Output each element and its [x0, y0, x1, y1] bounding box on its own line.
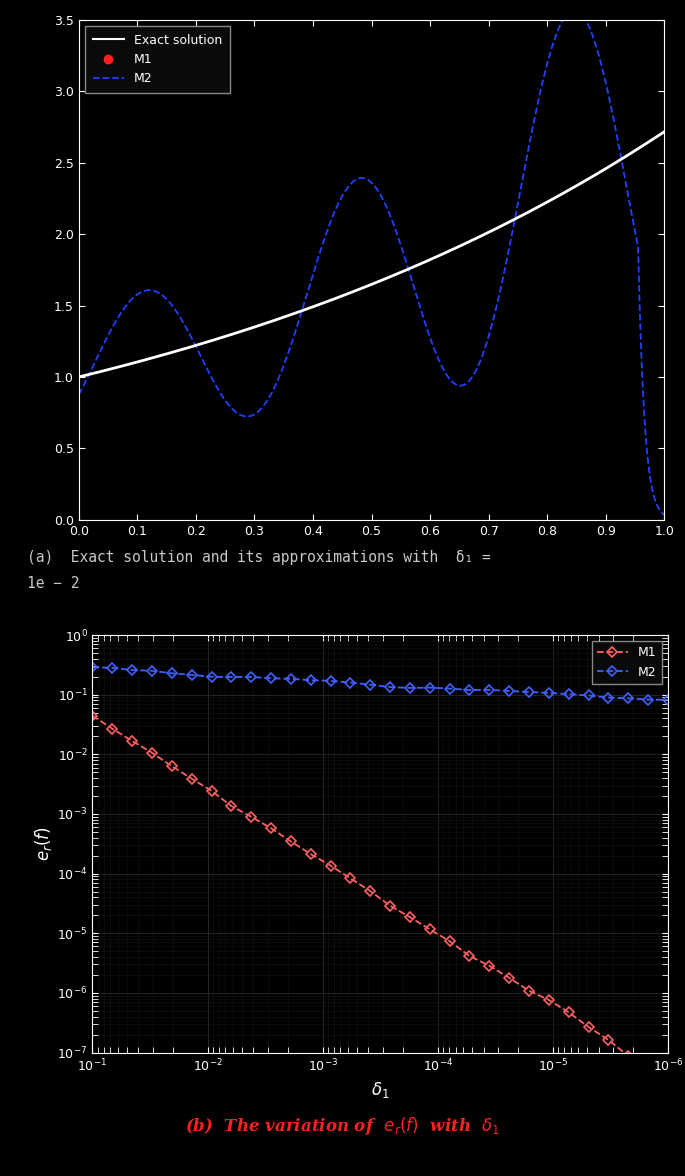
M1 [485, 958, 493, 973]
M1 [564, 1005, 573, 1020]
M2 [208, 669, 216, 683]
M2 [545, 686, 553, 700]
M2 [465, 683, 473, 697]
M2 [664, 693, 672, 707]
Legend: M1, M2: M1, M2 [592, 641, 662, 683]
M2 [108, 661, 116, 675]
Text: 1e − 2: 1e − 2 [27, 576, 80, 592]
M2 [425, 681, 434, 695]
Text: (b)  The variation of  $e_r(f)$  with  $\delta_1$: (b) The variation of $e_r(f)$ with $\del… [185, 1115, 500, 1137]
M2 [505, 684, 513, 699]
M2 [128, 663, 136, 677]
M1 [247, 810, 256, 824]
M2 [564, 687, 573, 701]
M2 [287, 671, 295, 686]
M1 [664, 1073, 672, 1087]
M1 [604, 1033, 612, 1047]
M1 [88, 709, 97, 723]
X-axis label: $\delta_1$: $\delta_1$ [371, 1080, 390, 1100]
Legend: Exact solution, M1, M2: Exact solution, M1, M2 [85, 26, 229, 93]
M1 [148, 746, 156, 760]
M2 [485, 683, 493, 697]
M1 [208, 784, 216, 799]
M1 [128, 734, 136, 748]
M1 [227, 799, 236, 813]
M1 [168, 760, 176, 774]
M2 [366, 677, 375, 691]
M2 [525, 684, 533, 699]
M2 [227, 670, 236, 684]
M2 [347, 675, 355, 689]
M2 [88, 661, 97, 675]
Line: M1: M1 [89, 713, 671, 1083]
M1 [545, 993, 553, 1007]
M2 [267, 671, 275, 686]
M1 [425, 922, 434, 936]
M1 [505, 970, 513, 984]
M2 [307, 673, 315, 687]
M1 [327, 858, 335, 873]
Y-axis label: $e_r(f)$: $e_r(f)$ [34, 827, 55, 861]
M2 [148, 663, 156, 677]
Text: (a)  Exact solution and its approximations with  δ₁ =: (a) Exact solution and its approximation… [27, 550, 491, 566]
Line: M2: M2 [89, 664, 671, 703]
M1 [624, 1049, 632, 1063]
M2 [168, 667, 176, 681]
M1 [347, 871, 355, 886]
M1 [465, 949, 473, 963]
M1 [406, 910, 414, 924]
M1 [188, 771, 196, 786]
M2 [406, 681, 414, 695]
M1 [287, 835, 295, 849]
M1 [386, 898, 394, 913]
M1 [644, 1060, 652, 1074]
M1 [445, 934, 453, 948]
M1 [366, 884, 375, 898]
M2 [584, 688, 593, 702]
M1 [584, 1020, 593, 1034]
M1 [267, 821, 275, 835]
M2 [188, 668, 196, 682]
M2 [327, 674, 335, 688]
M1 [108, 722, 116, 736]
M2 [386, 680, 394, 694]
M2 [445, 682, 453, 696]
M1 [525, 983, 533, 997]
M1 [307, 847, 315, 861]
M2 [624, 691, 632, 706]
M2 [644, 693, 652, 707]
M2 [247, 670, 256, 684]
M2 [604, 690, 612, 704]
